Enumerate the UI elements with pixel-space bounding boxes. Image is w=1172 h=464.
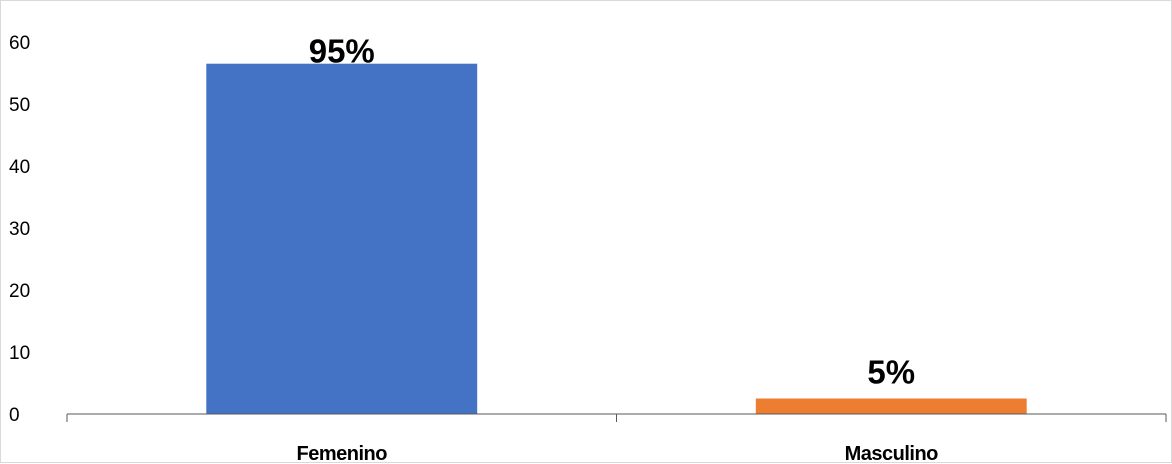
y-tick-label: 40 (9, 157, 30, 178)
x-axis: Femenino Masculino (66, 413, 1167, 464)
data-label: 95% (309, 33, 375, 70)
x-category-label: Masculino (845, 443, 939, 464)
y-tick-label: 0 (9, 405, 20, 426)
data-labels: 95% 5% (309, 33, 915, 391)
y-tick-label: 30 (9, 219, 30, 240)
y-tick-label: 20 (9, 281, 30, 302)
bars (206, 63, 1027, 414)
y-tick-label: 50 (9, 95, 30, 116)
y-tick-label: 60 (9, 33, 30, 54)
x-category-label: Femenino (297, 443, 388, 464)
bar-femenino (206, 63, 478, 414)
y-axis-ticks: 0 10 20 30 40 50 60 (9, 33, 30, 426)
y-tick-label: 10 (9, 343, 30, 364)
bar-masculino (755, 398, 1027, 414)
data-label: 5% (867, 354, 915, 391)
